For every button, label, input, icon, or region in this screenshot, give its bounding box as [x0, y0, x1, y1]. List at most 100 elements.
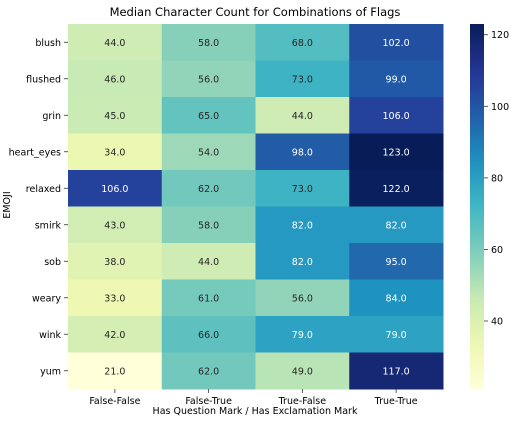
- x-tick-label: False-False: [89, 396, 140, 407]
- cell-value-label: 95.0: [386, 257, 407, 268]
- heatmap-cell: [349, 133, 444, 171]
- heatmap-cell: [255, 170, 350, 207]
- heatmap-cells: [68, 24, 444, 390]
- cell-value-label: 46.0: [104, 74, 125, 85]
- heatmap-cell: [349, 279, 444, 317]
- heatmap-cell: [161, 170, 256, 207]
- heatmap-cell: [255, 316, 350, 353]
- y-tick-label: smirk: [35, 220, 62, 231]
- heatmap-cell: [349, 24, 444, 61]
- cell-value-label: 43.0: [104, 220, 125, 231]
- cell-value-label: 102.0: [383, 38, 410, 49]
- heatmap-cell: [161, 97, 256, 134]
- colorbar-tick-label: 120: [491, 30, 509, 41]
- heatmap-cell: [68, 97, 163, 134]
- colorbar-tick-label: 40: [491, 317, 503, 328]
- cell-value-label: 79.0: [386, 330, 407, 341]
- x-tick-label: True-True: [374, 396, 418, 407]
- y-axis-label: EMOJI: [2, 191, 13, 218]
- cell-value-label: 44.0: [292, 111, 313, 122]
- heatmap-cell: [68, 243, 163, 280]
- cell-value-label: 34.0: [104, 147, 125, 158]
- heatmap-cell: [349, 97, 444, 134]
- y-tick-label: wink: [39, 330, 61, 341]
- heatmap-cell: [255, 279, 350, 317]
- cell-value-label: 106.0: [101, 184, 128, 195]
- heatmap-cell: [161, 279, 256, 317]
- x-tick-label: True-False: [278, 396, 327, 407]
- cell-value-label: 73.0: [292, 74, 313, 85]
- heatmap-cell: [161, 316, 256, 353]
- heatmap-cell: [255, 133, 350, 171]
- cell-value-label: 106.0: [383, 111, 410, 122]
- heatmap-cell: [349, 243, 444, 280]
- y-tick-label: relaxed: [26, 184, 61, 195]
- cell-value-label: 84.0: [386, 293, 407, 304]
- cell-value-label: 44.0: [104, 38, 125, 49]
- heatmap-cell: [255, 97, 350, 134]
- cell-value-label: 82.0: [292, 220, 313, 231]
- heatmap-cell: [349, 206, 444, 244]
- y-tick-label: yum: [40, 366, 61, 377]
- cell-value-label: 122.0: [383, 184, 410, 195]
- y-tick-label: blush: [35, 38, 61, 49]
- heatmap-cell: [255, 60, 350, 98]
- colorbar-tick-label: 80: [491, 173, 503, 184]
- heatmap-cell: [349, 352, 444, 390]
- heatmap-cell: [349, 60, 444, 98]
- x-tick-label: False-True: [185, 396, 232, 407]
- cell-value-label: 62.0: [198, 184, 219, 195]
- heatmap-cell: [68, 170, 163, 207]
- cell-value-label: 65.0: [198, 111, 219, 122]
- heatmap-cell: [68, 316, 163, 353]
- y-tick-label: heart_eyes: [9, 147, 61, 158]
- colorbar-tick-label: 100: [491, 102, 509, 113]
- heatmap-cell: [68, 279, 163, 317]
- cell-value-label: 117.0: [383, 366, 410, 377]
- cell-value-label: 58.0: [198, 38, 219, 49]
- heatmap-cell: [68, 206, 163, 244]
- cell-value-label: 66.0: [198, 330, 219, 341]
- heatmap-cell: [161, 24, 256, 61]
- heatmap-cell: [255, 24, 350, 61]
- cell-value-label: 33.0: [104, 293, 125, 304]
- colorbar: [470, 24, 484, 389]
- y-tick-label: grin: [42, 111, 61, 122]
- cell-value-label: 58.0: [198, 220, 219, 231]
- cell-value-label: 45.0: [104, 111, 125, 122]
- heatmap-cell: [68, 24, 163, 61]
- colorbar-ticks: 40 60 80 100 120: [484, 30, 509, 328]
- heatmap-cell: [68, 352, 163, 390]
- cell-value-label: 44.0: [198, 257, 219, 268]
- cell-value-label: 99.0: [386, 74, 407, 85]
- cell-value-label: 61.0: [198, 293, 219, 304]
- cell-value-label: 38.0: [104, 257, 125, 268]
- cell-value-label: 42.0: [104, 330, 125, 341]
- cell-value-label: 82.0: [292, 257, 313, 268]
- cell-value-label: 21.0: [104, 366, 125, 377]
- cell-value-label: 98.0: [292, 147, 313, 158]
- cell-value-label: 79.0: [292, 330, 313, 341]
- cell-value-label: 68.0: [292, 38, 313, 49]
- chart-title: Median Character Count for Combinations …: [110, 5, 401, 19]
- heatmap-cell: [161, 133, 256, 171]
- cell-value-label: 56.0: [198, 74, 219, 85]
- heatmap-cell: [161, 60, 256, 98]
- x-tick-labels: False-False False-True True-False True-True: [89, 389, 418, 407]
- cell-value-label: 82.0: [386, 220, 407, 231]
- y-tick-label: sob: [44, 257, 61, 268]
- heatmap-cell: [161, 352, 256, 390]
- cell-value-label: 56.0: [292, 293, 313, 304]
- cell-value-label: 54.0: [198, 147, 219, 158]
- y-tick-label: weary: [32, 293, 61, 304]
- heatmap-cell: [349, 170, 444, 207]
- heatmap-cell: [255, 206, 350, 244]
- x-axis-label: Has Question Mark / Has Exclamation Mark: [153, 406, 358, 417]
- cell-value-labels: 44.0 58.0 68.0 102.0 46.0 56.0 73.0 99.0 45.0 65.…: [101, 38, 409, 378]
- heatmap-cell: [68, 60, 163, 98]
- heatmap-cell: [161, 243, 256, 280]
- heatmap-cell: [255, 243, 350, 280]
- cell-value-label: 49.0: [292, 366, 313, 377]
